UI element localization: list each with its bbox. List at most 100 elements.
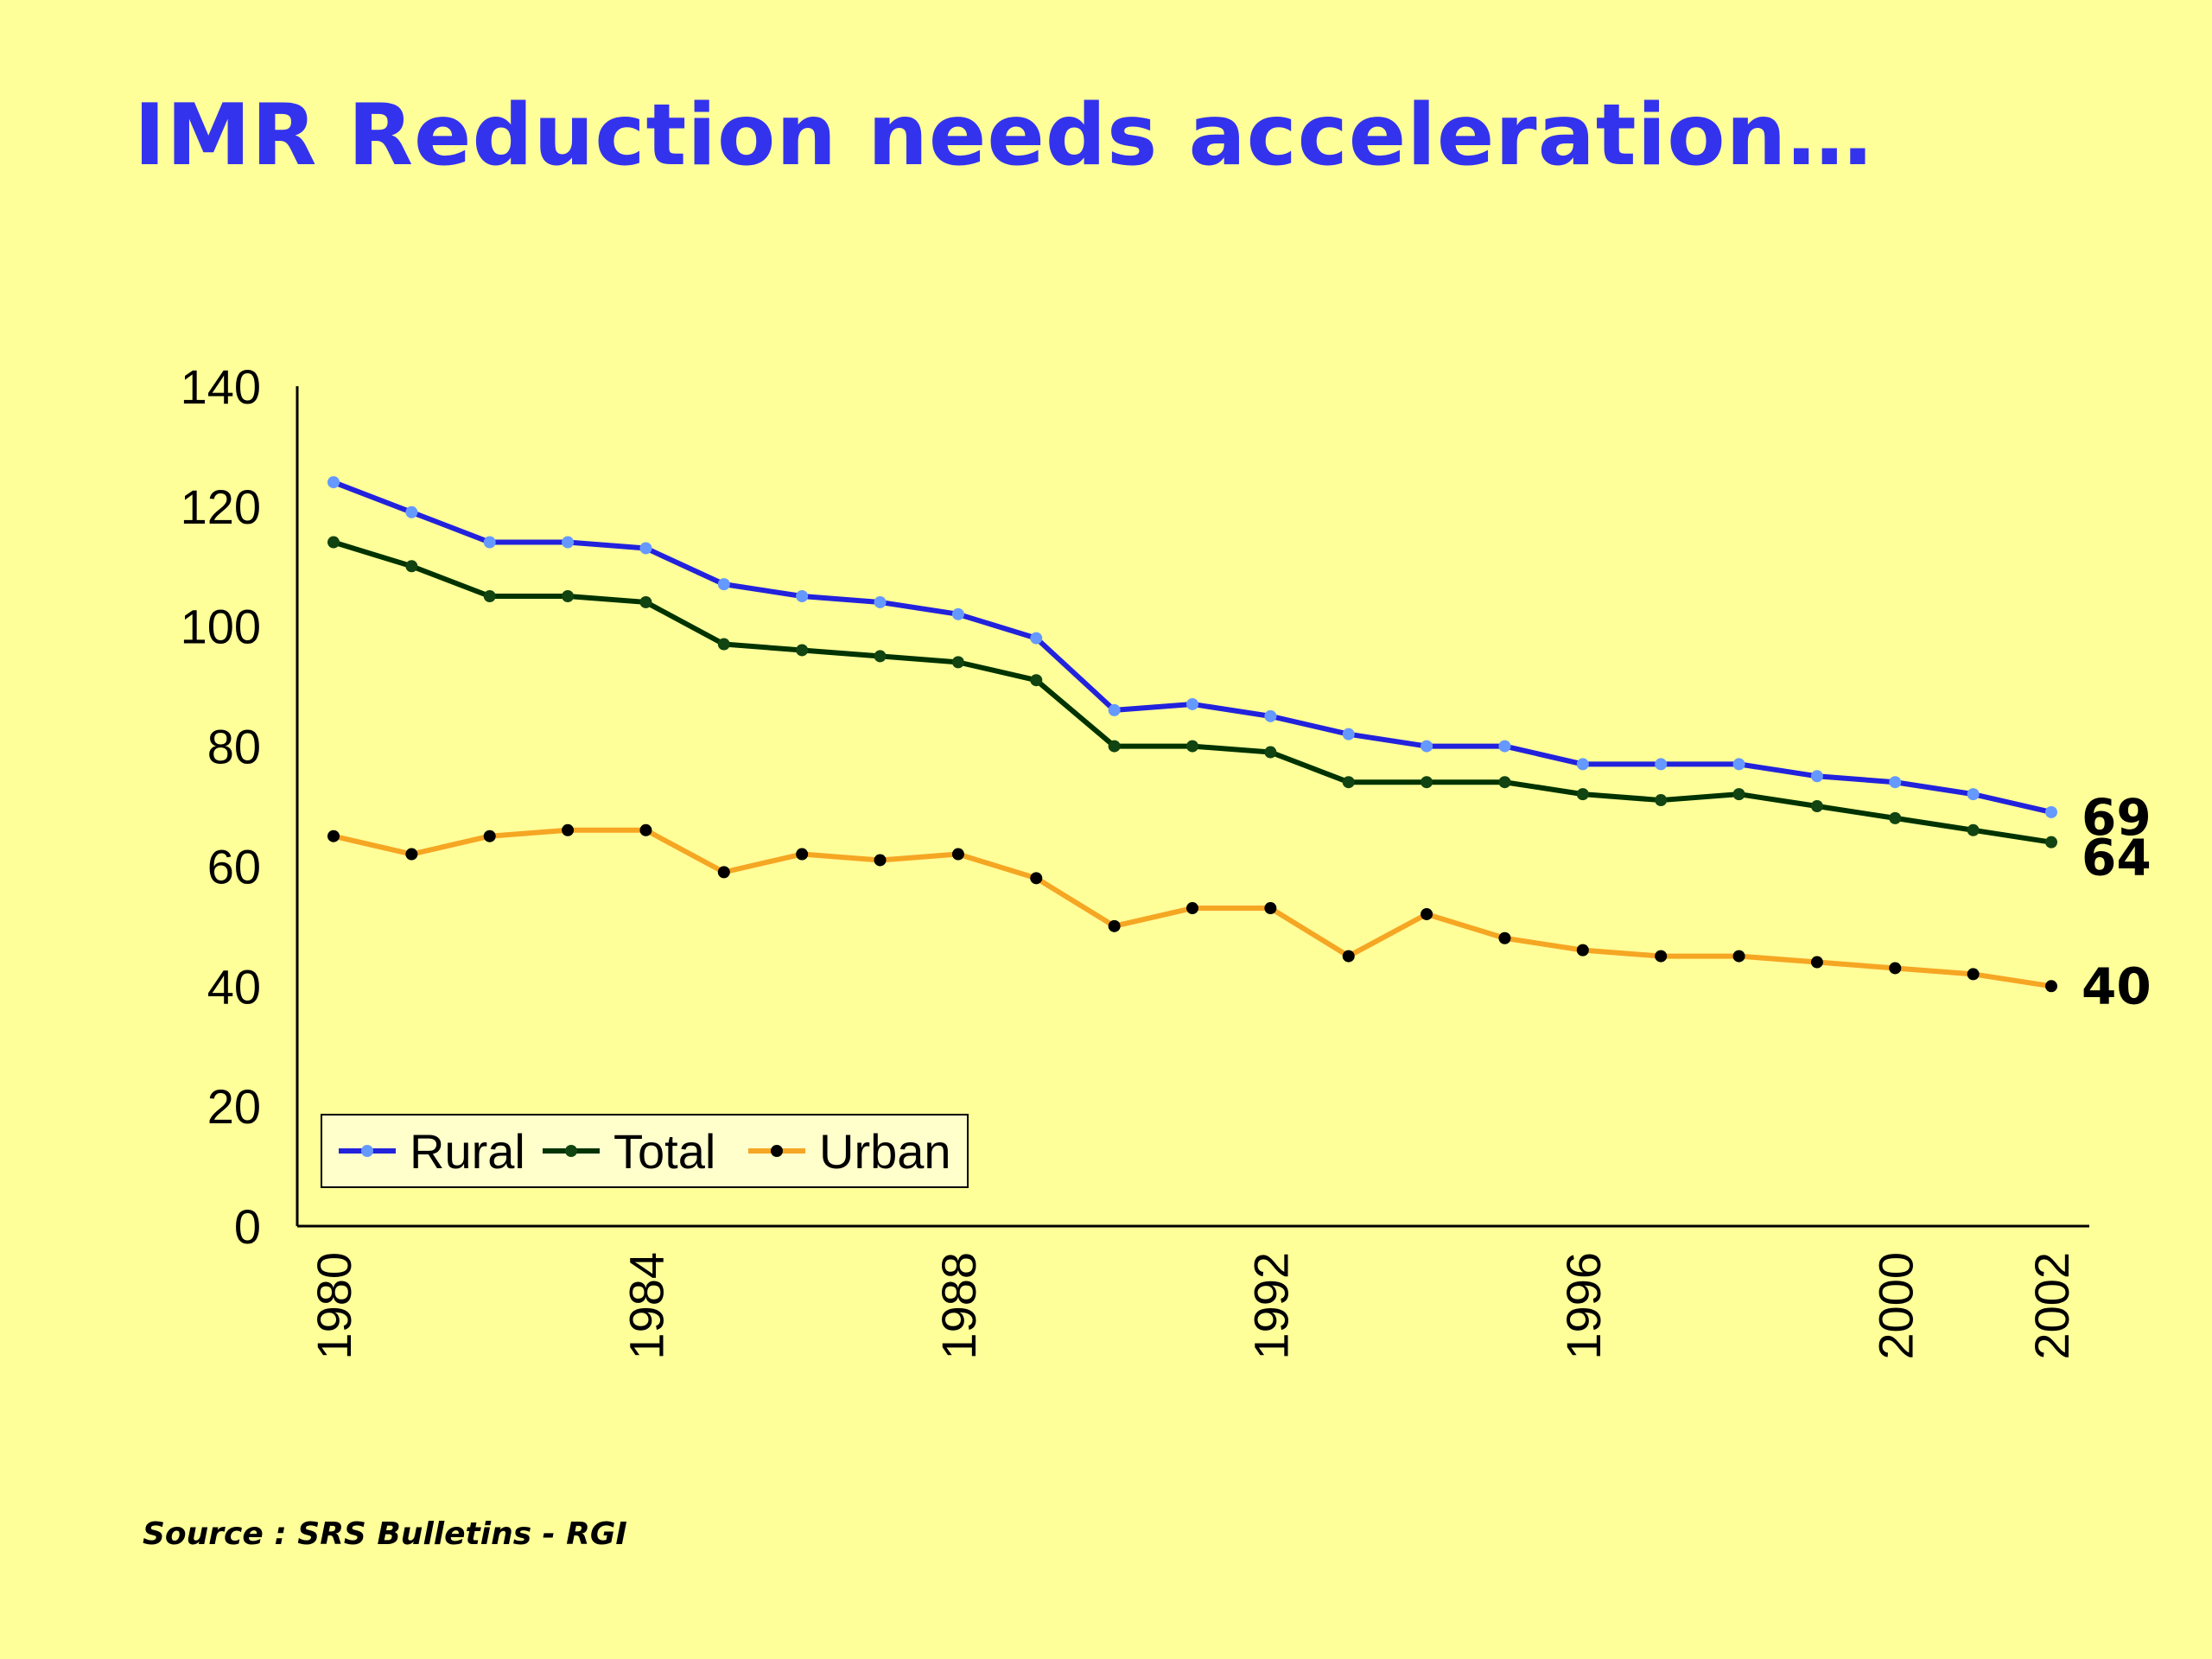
legend-label-urban: Urban	[819, 1124, 951, 1179]
data-point-urban	[951, 848, 964, 861]
data-point-rural	[639, 542, 652, 555]
legend-box	[321, 1114, 969, 1188]
data-point-total	[1655, 794, 1668, 807]
data-point-total	[717, 638, 730, 651]
y-tick-label: 100	[181, 600, 261, 654]
data-point-rural	[1655, 758, 1668, 771]
series-layer	[327, 476, 2057, 993]
data-point-total	[1576, 788, 1589, 801]
axes: 0 20 40 60 80 100 120 140 1980 1984 1988 1992 1996 20…	[181, 359, 2089, 1360]
data-point-urban	[1967, 968, 1980, 981]
series-line-total	[333, 539, 2052, 845]
legend-marker-rural	[361, 1145, 373, 1157]
data-point-total	[483, 590, 496, 602]
series-line-rural	[332, 480, 2052, 815]
data-point-total	[1421, 776, 1433, 789]
data-point-urban	[327, 830, 340, 842]
data-point-rural	[1342, 728, 1355, 741]
x-tick-label: 1996	[1556, 1252, 1611, 1360]
data-point-rural	[874, 595, 887, 608]
data-point-urban	[1421, 907, 1433, 920]
end-label-total: 64	[2082, 829, 2152, 887]
data-point-total	[1030, 674, 1043, 687]
data-point-total	[1967, 823, 1980, 836]
data-point-urban	[717, 866, 730, 879]
data-point-total	[874, 650, 887, 663]
x-tick-label: 2002	[2024, 1252, 2079, 1360]
data-point-rural	[1732, 758, 1745, 771]
data-point-urban	[2045, 980, 2057, 993]
data-point-urban	[1186, 902, 1198, 915]
data-point-rural	[1186, 697, 1198, 710]
data-point-urban	[639, 823, 652, 836]
data-point-rural	[1498, 740, 1511, 753]
data-point-urban	[1108, 919, 1121, 932]
data-point-total	[562, 590, 575, 602]
data-point-rural	[1576, 758, 1589, 771]
data-point-total	[327, 536, 340, 549]
data-point-urban	[1498, 931, 1511, 944]
data-point-rural	[1421, 740, 1433, 753]
x-tick-label: 1988	[931, 1252, 986, 1360]
data-point-rural	[796, 590, 809, 602]
data-point-total	[405, 560, 418, 573]
data-point-urban	[796, 848, 809, 861]
data-point-total	[1889, 811, 1902, 824]
data-point-urban	[483, 830, 496, 842]
data-point-total	[1342, 776, 1355, 789]
legend-item-total: Total	[543, 1124, 715, 1179]
data-point-rural	[717, 578, 730, 591]
legend-label-total: Total	[613, 1124, 715, 1179]
data-point-rural	[1108, 703, 1121, 716]
end-label-urban: 40	[2082, 957, 2152, 1015]
data-point-total	[1186, 740, 1198, 753]
data-point-urban	[1732, 950, 1745, 963]
data-point-total	[1264, 746, 1277, 759]
data-point-total	[1498, 776, 1511, 789]
data-point-urban	[405, 848, 418, 861]
x-tick-label: 1992	[1243, 1252, 1298, 1360]
data-point-rural	[1030, 632, 1043, 645]
x-tick-label: 1984	[619, 1252, 673, 1360]
series-urban	[327, 823, 2057, 993]
series-rural	[327, 476, 2057, 818]
data-point-rural	[562, 536, 575, 549]
data-point-total	[1810, 800, 1823, 812]
legend: Rural Total Urban	[321, 1114, 969, 1188]
y-tick-label: 80	[207, 720, 261, 774]
source-note: Source : SRS Bulletins - RGI	[143, 1516, 627, 1552]
data-point-rural	[1889, 776, 1902, 789]
slide-title: IMR Reduction needs acceleration…	[134, 86, 1873, 185]
y-tick-label: 20	[207, 1079, 261, 1134]
data-point-urban	[1030, 872, 1043, 885]
data-point-urban	[1342, 950, 1355, 963]
legend-marker-total	[565, 1145, 577, 1157]
end-label-rural: 69	[2082, 788, 2152, 847]
legend-item-rural: Rural	[339, 1124, 525, 1179]
x-tick-label: 1980	[307, 1252, 361, 1360]
y-tick-label: 140	[181, 359, 261, 414]
data-point-urban	[874, 854, 887, 867]
data-point-urban	[1889, 962, 1902, 975]
data-point-urban	[1810, 956, 1823, 969]
data-point-total	[1732, 788, 1745, 801]
legend-marker-urban	[771, 1145, 783, 1157]
legend-item-urban: Urban	[748, 1124, 951, 1179]
data-point-urban	[1264, 902, 1277, 915]
data-point-rural	[483, 536, 496, 549]
data-point-total	[2045, 836, 2057, 849]
y-tick-label: 0	[234, 1199, 261, 1254]
y-tick-label: 60	[207, 839, 261, 893]
data-point-urban	[562, 823, 575, 836]
y-tick-label: 120	[181, 480, 261, 534]
data-point-rural	[951, 607, 964, 620]
data-point-rural	[1810, 770, 1823, 783]
data-point-rural	[327, 476, 340, 489]
y-tick-label: 40	[207, 959, 261, 1014]
data-point-total	[1108, 740, 1121, 753]
data-point-total	[639, 595, 652, 608]
data-point-rural	[2045, 805, 2057, 818]
